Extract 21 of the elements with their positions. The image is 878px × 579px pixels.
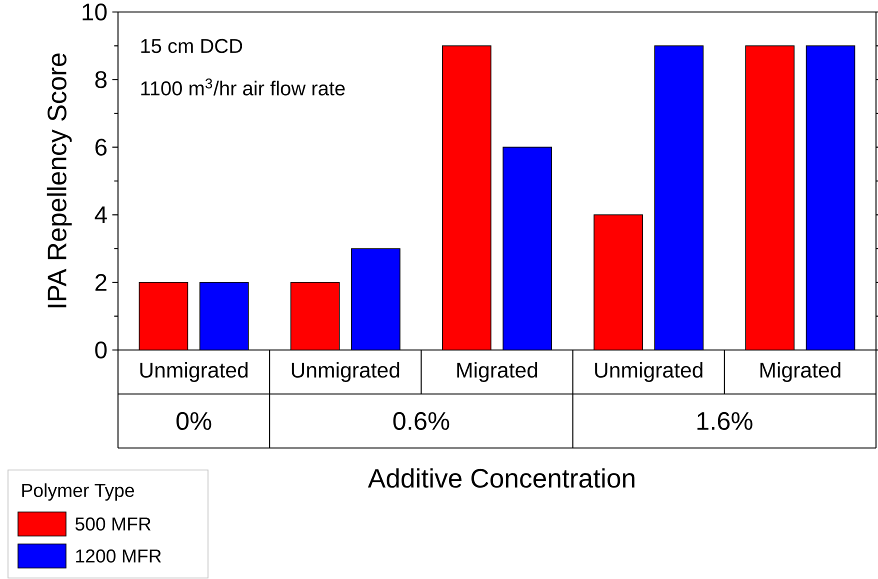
y-tick-label: 4 xyxy=(94,206,107,224)
y-tick-label: 0 xyxy=(95,341,107,358)
x-tick-label: Migrated xyxy=(457,362,538,382)
y-tick-label: 6 xyxy=(95,138,107,156)
x-tick-label: Migrated xyxy=(760,362,840,382)
annotation: 1100 m$^{3}$/hr air flow rate xyxy=(141,78,345,96)
x-tick-label: Unmigrated xyxy=(140,362,248,382)
x-tick-label: Unmigrated xyxy=(595,362,702,382)
y-tick-label: 10 xyxy=(82,3,107,20)
legend-label: 1200 MFR xyxy=(76,549,161,563)
y-axis-title: IPA Repellency Score xyxy=(46,54,72,308)
x-axis-title: Additive Concentration xyxy=(368,468,634,488)
legend-label: 500 MFR xyxy=(75,517,151,531)
annotation: 15 cm DCD xyxy=(141,38,242,54)
legend-title: Polymer Type xyxy=(22,483,134,501)
text: 0% xyxy=(176,412,212,430)
text: 0.6% xyxy=(393,412,450,430)
x-tick-label: Unmigrated xyxy=(292,362,400,382)
y-tick-label: 2 xyxy=(95,274,106,291)
y-tick-label: 8 xyxy=(95,71,107,88)
text: 1.6% xyxy=(697,412,752,430)
